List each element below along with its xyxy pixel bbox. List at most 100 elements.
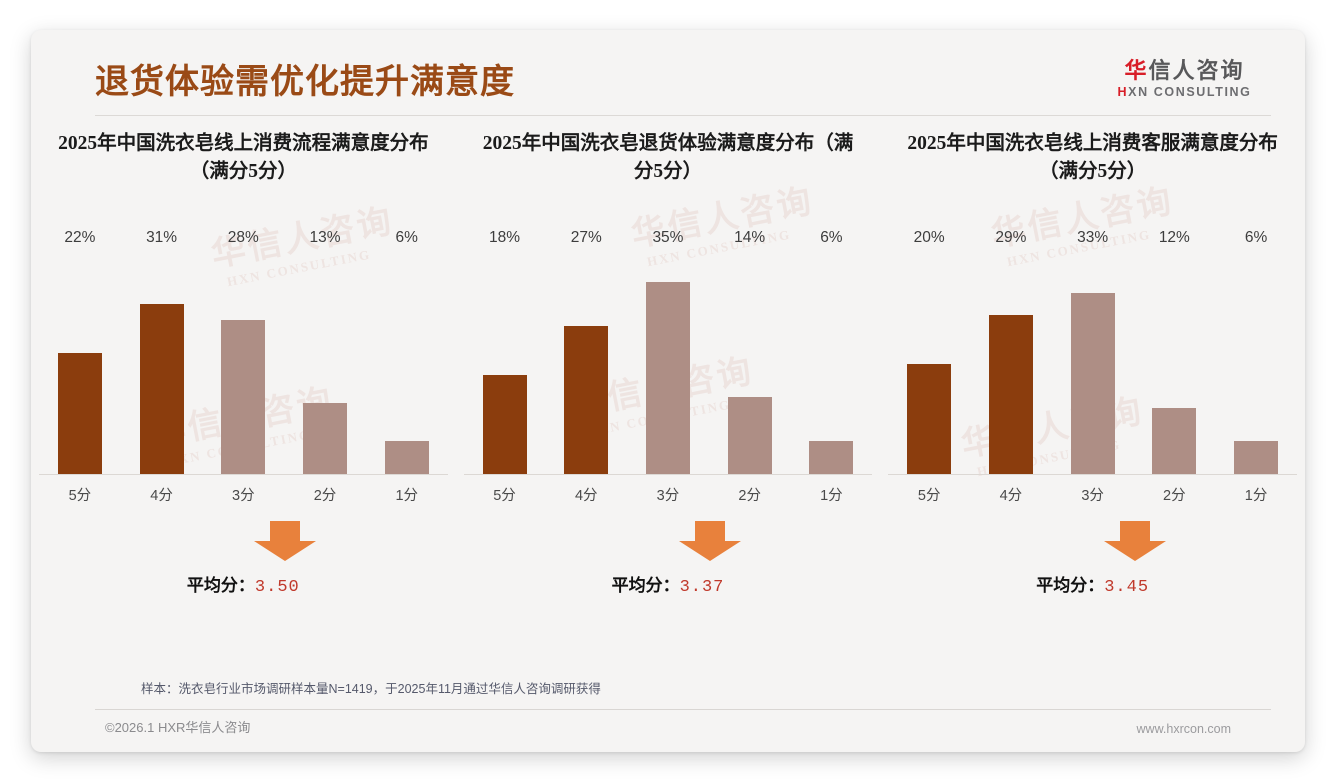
bar-chart-plot: 18% 27% 35% 14% 6% 5分 4分 3分 2分 1分 — [456, 226, 881, 511]
bar-value-label: 33% — [1077, 229, 1109, 246]
bar: 12% — [1152, 229, 1197, 474]
charts-container: 2025年中国洗衣皂线上消费流程满意度分布（满分5分） 22% 31% 28% 13%… — [31, 130, 1305, 597]
bar-slot: 22% — [57, 229, 102, 474]
bar: 29% — [988, 229, 1033, 474]
bar: 31% — [139, 229, 184, 474]
bar-value-label: 14% — [734, 229, 766, 246]
chart-title: 2025年中国洗衣皂线上消费客服满意度分布（满分5分） — [907, 133, 1278, 183]
chart-panel-3: 2025年中国洗衣皂线上消费客服满意度分布（满分5分） 20% 29% 33% 12%… — [880, 130, 1305, 597]
x-tick-label: 5分 — [493, 488, 516, 504]
x-tick-label: 3分 — [232, 488, 255, 504]
chart-title: 2025年中国洗衣皂退货体验满意度分布（满分5分） — [482, 133, 854, 183]
x-axis-tick-labels: 5分 4分 3分 2分 1分 — [888, 484, 1297, 505]
footer-divider — [95, 709, 1271, 710]
bar: 18% — [482, 229, 527, 474]
bar: 20% — [907, 229, 952, 474]
bar: 35% — [645, 229, 690, 474]
x-tick-label: 2分 — [738, 488, 761, 504]
bar-chart-plot: 20% 29% 33% 12% 6% 5分 4分 3分 2分 1分 — [880, 226, 1305, 511]
bar-slot: 29% — [988, 229, 1033, 474]
logo-en-rest: XN CONSULTING — [1128, 85, 1252, 100]
bar-value-label: 35% — [652, 229, 684, 246]
chart-title: 2025年中国洗衣皂线上消费流程满意度分布（满分5分） — [58, 133, 429, 183]
average-score-label: 平均分： — [1036, 576, 1105, 595]
bar: 33% — [1070, 229, 1115, 474]
company-logo: 华信人咨询 HXN CONSULTING — [1097, 58, 1272, 99]
bar-value-label: 31% — [146, 229, 178, 246]
average-score: 平均分：3.37 — [456, 571, 881, 597]
average-score-value: 3.45 — [1104, 578, 1150, 597]
average-score-label: 平均分： — [611, 576, 680, 595]
bar-slot: 27% — [564, 229, 609, 474]
bar: 28% — [221, 229, 266, 474]
header-divider — [95, 115, 1271, 116]
x-tick-label: 3分 — [1081, 488, 1104, 504]
logo-chinese-text: 华信人咨询 — [1097, 58, 1272, 83]
arrow-row — [456, 521, 881, 569]
bar-value-label: 29% — [995, 229, 1027, 246]
bar-slot: 12% — [1152, 229, 1197, 474]
x-axis-tick-labels: 5分 4分 3分 2分 1分 — [39, 484, 448, 505]
x-axis-line — [888, 474, 1297, 475]
x-tick-label: 3分 — [656, 488, 680, 504]
x-axis-tick-labels: 5分 4分 3分 2分 1分 — [464, 484, 873, 505]
bar: 13% — [303, 229, 348, 474]
bar: 22% — [57, 229, 102, 474]
down-arrow-icon — [678, 521, 741, 561]
bar: 6% — [384, 229, 429, 474]
logo-english-text: HXN CONSULTING — [1097, 85, 1272, 99]
logo-rest-chars: 信人咨询 — [1148, 58, 1245, 83]
logo-accent-char: 华 — [1124, 58, 1149, 83]
x-axis-line — [463, 474, 873, 475]
bar-slot: 6% — [809, 229, 854, 474]
average-score-value: 3.37 — [679, 578, 725, 597]
x-tick-label: 1分 — [1244, 488, 1268, 504]
chart-panel-1: 2025年中国洗衣皂线上消费流程满意度分布（满分5分） 22% 31% 28% 13%… — [31, 130, 456, 597]
down-arrow-icon — [1103, 521, 1166, 561]
bar-slot: 18% — [482, 229, 527, 474]
bar-value-label: 6% — [820, 229, 843, 246]
copyright-text: ©2026.1 HXR华信人咨询 — [105, 720, 251, 735]
bar: 27% — [564, 229, 609, 474]
bar-group: 22% 31% 28% 13% 6% — [39, 229, 448, 474]
bar-value-label: 27% — [570, 229, 602, 246]
bar-group: 20% 29% 33% 12% 6% — [888, 229, 1297, 474]
average-score: 平均分：3.50 — [31, 571, 456, 597]
x-axis-line — [39, 474, 448, 475]
x-tick-label: 5分 — [917, 488, 941, 504]
bar-value-label: 6% — [1244, 229, 1268, 246]
website-url[interactable]: www.hxrcon.com — [1136, 722, 1231, 736]
bar-value-label: 18% — [489, 229, 521, 246]
down-arrow-icon — [254, 521, 317, 561]
sample-footnote: 样本：洗衣皂行业市场调研样本量N=1419，于2025年11月通过华信人咨询调研… — [141, 682, 601, 696]
bar-slot: 13% — [303, 229, 348, 474]
bar-value-label: 13% — [309, 229, 341, 246]
logo-en-accent: H — [1117, 85, 1129, 100]
average-score-label: 平均分： — [186, 576, 255, 595]
bar: 6% — [809, 229, 854, 474]
bar-slot: 14% — [727, 229, 772, 474]
bar-slot: 31% — [139, 229, 184, 474]
bar-slot: 33% — [1070, 229, 1115, 474]
x-tick-label: 4分 — [150, 488, 173, 504]
x-tick-label: 4分 — [574, 488, 598, 504]
average-score-value: 3.50 — [254, 578, 300, 597]
slide-header: 退货体验需优化提升满意度 华信人咨询 HXN CONSULTING — [31, 30, 1305, 114]
bar-slot: 35% — [645, 229, 690, 474]
x-tick-label: 1分 — [395, 488, 419, 504]
bar: 6% — [1234, 229, 1279, 474]
bar-group: 18% 27% 35% 14% 6% — [464, 229, 873, 474]
page-title: 退货体验需优化提升满意度 — [95, 64, 515, 101]
bar-slot: 6% — [1234, 229, 1279, 474]
bar-value-label: 6% — [395, 229, 418, 246]
arrow-row — [31, 521, 456, 569]
bar: 14% — [727, 229, 772, 474]
bar-value-label: 12% — [1158, 229, 1190, 246]
x-tick-label: 2分 — [1163, 488, 1186, 504]
x-tick-label: 5分 — [68, 488, 92, 504]
chart-panel-2: 2025年中国洗衣皂退货体验满意度分布（满分5分） 18% 27% 35% 14% 6%… — [456, 130, 881, 597]
x-tick-label: 1分 — [820, 488, 843, 504]
x-tick-label: 2分 — [313, 488, 337, 504]
bar-chart-plot: 22% 31% 28% 13% 6% 5分 4分 3分 2分 1分 — [31, 226, 456, 511]
